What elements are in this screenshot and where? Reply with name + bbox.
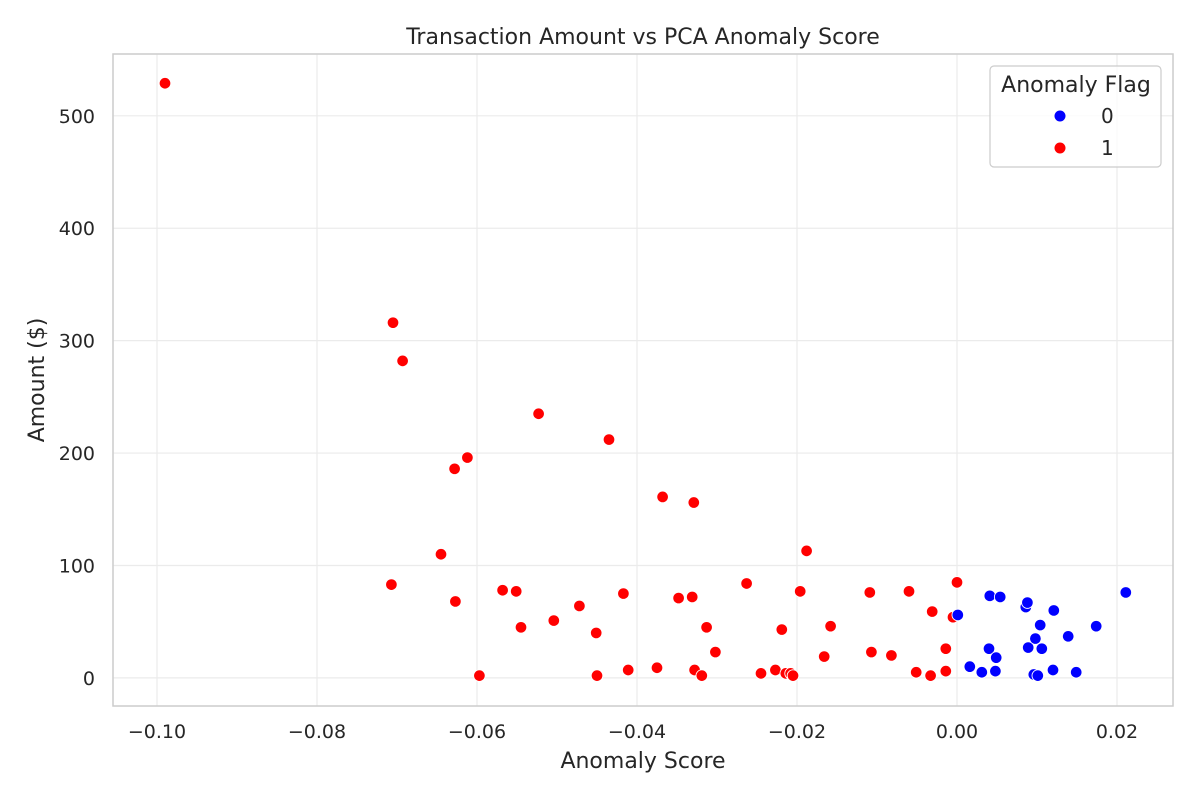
data-point-flag-1 bbox=[754, 667, 768, 680]
data-point-flag-1 bbox=[386, 316, 400, 329]
data-point-flag-1 bbox=[939, 664, 953, 678]
data-point-flag-0 bbox=[1047, 604, 1061, 617]
x-tick-label: −0.08 bbox=[288, 721, 346, 743]
data-point-flag-0 bbox=[993, 590, 1007, 604]
data-point-flag-0 bbox=[1029, 632, 1042, 645]
x-tick-label: 0.00 bbox=[936, 721, 978, 743]
data-point-flag-0 bbox=[1069, 666, 1083, 679]
data-point-flag-0 bbox=[1031, 669, 1045, 682]
data-point-flag-0 bbox=[1035, 642, 1049, 655]
y-tick-label: 100 bbox=[59, 555, 95, 577]
y-tick-label: 200 bbox=[59, 443, 95, 465]
data-point-flag-1 bbox=[385, 578, 398, 591]
data-point-flag-0 bbox=[1061, 630, 1075, 643]
data-point-flag-1 bbox=[695, 669, 709, 682]
data-point-flag-1 bbox=[687, 496, 701, 509]
data-point-flag-0 bbox=[1046, 663, 1060, 677]
plot-area-frame bbox=[112, 53, 1174, 707]
data-point-flag-1 bbox=[672, 591, 685, 605]
data-point-flag-1 bbox=[865, 645, 878, 659]
data-point-flag-1 bbox=[434, 547, 448, 561]
data-point-flag-1 bbox=[589, 626, 603, 640]
data-point-flag-0 bbox=[975, 666, 989, 679]
data-point-flag-1 bbox=[509, 585, 523, 598]
legend-box bbox=[989, 65, 1162, 168]
data-point-flag-1 bbox=[824, 619, 837, 633]
data-point-flag-0 bbox=[989, 664, 1002, 678]
x-tick-label: −0.10 bbox=[128, 721, 186, 743]
x-tick-label: 0.02 bbox=[1096, 721, 1138, 743]
x-tick-label: −0.04 bbox=[608, 721, 666, 743]
legend-label-1: 1 bbox=[1101, 136, 1114, 160]
y-tick-label: 300 bbox=[59, 331, 95, 353]
data-point-flag-1 bbox=[590, 669, 604, 682]
axis-ticks: −0.10 −0.08 −0.06 −0.04 −0.02 0.00 0.02 0 100 200… bbox=[59, 106, 1138, 743]
legend-marker-0 bbox=[1054, 110, 1066, 122]
data-point-flag-1 bbox=[800, 544, 813, 558]
data-point-flag-0 bbox=[1089, 619, 1103, 633]
data-points bbox=[158, 76, 1133, 682]
data-point-flag-1 bbox=[573, 599, 586, 613]
data-point-flag-1 bbox=[775, 623, 789, 636]
data-point-flag-0 bbox=[1021, 596, 1034, 609]
data-point-flag-1 bbox=[924, 669, 937, 682]
y-tick-label: 400 bbox=[59, 218, 95, 240]
y-tick-label: 0 bbox=[83, 668, 95, 690]
data-point-flag-1 bbox=[909, 666, 923, 679]
data-point-flag-0 bbox=[951, 608, 965, 622]
data-point-flag-0 bbox=[983, 589, 997, 603]
data-point-flag-1 bbox=[448, 462, 461, 476]
data-point-flag-1 bbox=[449, 595, 462, 608]
legend: Anomaly Flag 0 1 bbox=[989, 65, 1162, 168]
data-point-flag-0 bbox=[989, 651, 1003, 664]
y-axis-label: Amount ($) bbox=[25, 318, 50, 443]
data-point-flag-1 bbox=[902, 585, 916, 598]
data-point-flag-1 bbox=[793, 585, 807, 598]
data-point-flag-1 bbox=[863, 586, 877, 599]
data-point-flag-1 bbox=[602, 433, 616, 446]
data-point-flag-1 bbox=[925, 605, 939, 618]
data-point-flag-1 bbox=[158, 76, 172, 90]
legend-label-0: 0 bbox=[1101, 104, 1114, 128]
data-point-flag-1 bbox=[885, 649, 898, 662]
data-point-flag-1 bbox=[496, 583, 509, 597]
data-point-flag-1 bbox=[769, 663, 782, 677]
data-point-flag-0 bbox=[1033, 618, 1047, 632]
data-point-flag-1 bbox=[939, 642, 953, 655]
x-axis-label: Anomaly Score bbox=[560, 749, 725, 774]
data-point-flag-0 bbox=[1021, 641, 1035, 654]
legend-marker-1 bbox=[1054, 142, 1066, 154]
data-point-flag-1 bbox=[817, 650, 831, 663]
data-point-flag-1 bbox=[514, 621, 528, 634]
x-tick-label: −0.06 bbox=[448, 721, 506, 743]
data-point-flag-0 bbox=[1119, 586, 1133, 599]
data-point-flag-1 bbox=[786, 669, 800, 682]
data-point-flag-1 bbox=[547, 614, 561, 627]
data-point-flag-1 bbox=[650, 661, 664, 675]
data-point-flag-1 bbox=[532, 407, 545, 420]
data-point-flag-1 bbox=[950, 576, 964, 589]
data-point-flag-1 bbox=[617, 587, 630, 600]
data-point-flag-1 bbox=[700, 621, 713, 634]
legend-title: Anomaly Flag bbox=[1001, 73, 1151, 98]
data-point-flag-0 bbox=[963, 660, 977, 673]
data-point-flag-1 bbox=[709, 645, 722, 659]
data-point-flag-1 bbox=[461, 451, 474, 464]
data-point-flag-1 bbox=[685, 590, 699, 604]
data-point-flag-1 bbox=[740, 577, 753, 590]
y-tick-label: 500 bbox=[59, 106, 95, 128]
grid bbox=[113, 54, 1173, 706]
data-point-flag-1 bbox=[473, 669, 486, 682]
data-point-flag-1 bbox=[621, 663, 635, 677]
chart-title: Transaction Amount vs PCA Anomaly Score bbox=[405, 25, 880, 50]
x-tick-label: −0.02 bbox=[768, 721, 826, 743]
data-point-flag-1 bbox=[396, 354, 409, 368]
data-point-flag-1 bbox=[656, 490, 669, 504]
data-point-flag-0 bbox=[982, 642, 996, 655]
